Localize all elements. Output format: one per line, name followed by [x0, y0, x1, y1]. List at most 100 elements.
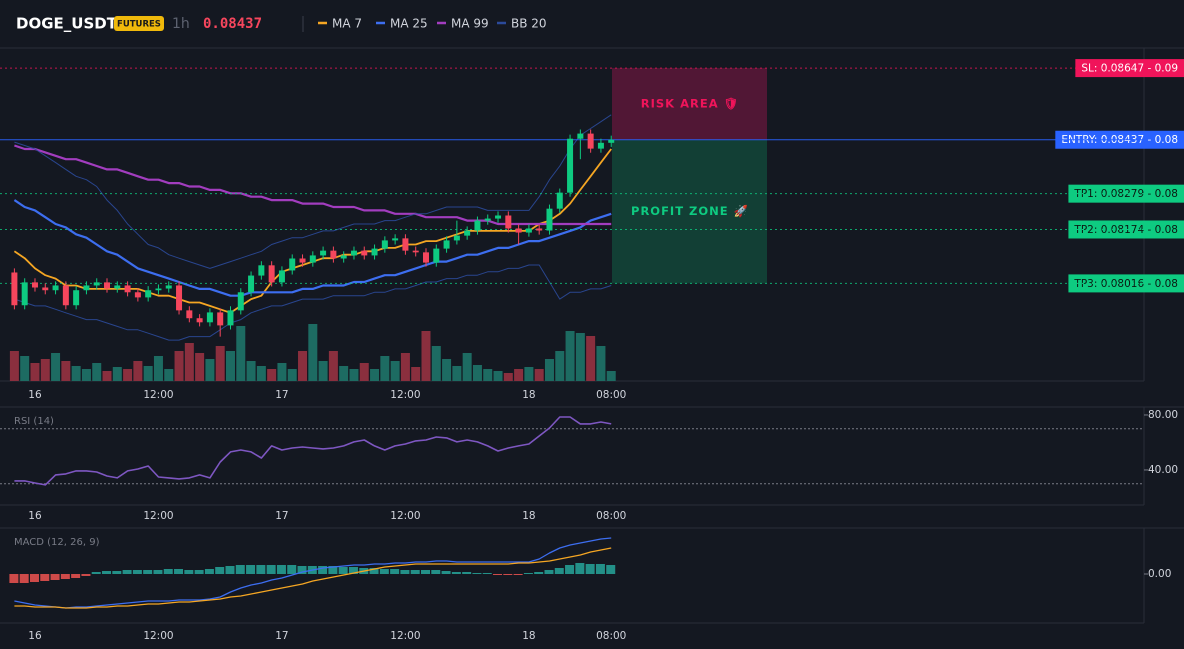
legend-label: MA 25 — [390, 17, 428, 31]
rsi-title: RSI (14) — [14, 416, 54, 427]
position-zone — [612, 139, 767, 284]
symbol: DOGE_USDT — [16, 15, 118, 33]
volume-bar — [452, 366, 462, 381]
candle-body — [412, 250, 419, 253]
candle-body — [268, 265, 275, 283]
volume-bar — [328, 351, 338, 381]
volume-bar — [298, 351, 308, 381]
candle-body — [433, 248, 440, 263]
volume-bar — [30, 363, 40, 381]
candle-body — [11, 272, 18, 306]
macd-histogram-bar — [81, 574, 91, 576]
macd-histogram-bar — [225, 566, 235, 574]
candle-body — [248, 275, 255, 293]
volume-bar — [92, 363, 102, 381]
candle-body — [423, 252, 429, 263]
macd-histogram-bar — [421, 570, 430, 574]
macd-title: MACD (12, 26, 9) — [14, 537, 100, 548]
macd-histogram-bar — [379, 569, 389, 574]
volume-bar — [308, 324, 318, 381]
x-tick-label: 12:00 — [390, 510, 420, 522]
x-tick-label: 18 — [522, 630, 535, 642]
candle-body — [587, 133, 594, 149]
price-level-label: SL: 0.08647 - 0.09 — [1081, 63, 1178, 75]
rsi-tick-label: 80.00 — [1148, 409, 1178, 421]
macd-histogram-bar — [287, 565, 297, 574]
candle-body — [206, 312, 213, 323]
macd-histogram-bar — [390, 569, 400, 574]
candle-body — [525, 228, 532, 233]
candle-body — [371, 248, 378, 256]
macd-histogram-bar — [482, 573, 492, 574]
candle-body — [155, 288, 162, 291]
volume-bar — [524, 367, 534, 381]
x-tick-label: 16 — [28, 510, 42, 522]
macd-line — [14, 537, 612, 609]
volume-bar — [442, 359, 452, 381]
volume-bar — [246, 361, 256, 381]
candle-body — [258, 265, 265, 276]
candle-body — [186, 310, 193, 319]
volume-bar — [133, 361, 143, 381]
interval: 1h — [172, 16, 190, 32]
badge-bg — [114, 16, 164, 31]
macd-histogram-bar — [19, 574, 29, 583]
candle-body — [474, 220, 481, 231]
candle-body — [31, 282, 38, 288]
macd-histogram-bar — [503, 574, 513, 575]
x-tick-label: 12:00 — [390, 630, 420, 642]
candle-body — [145, 290, 152, 298]
macd-histogram-bar — [328, 566, 338, 574]
candle-body — [340, 255, 347, 259]
candle-body — [134, 292, 141, 298]
volume-bar — [205, 359, 215, 381]
volume-bar — [400, 353, 410, 381]
price-level-tag — [1068, 220, 1184, 239]
volume-bar — [195, 353, 205, 381]
volume-bar — [40, 359, 50, 381]
macd-histogram-bar — [256, 565, 266, 574]
price-level-tag — [1075, 59, 1184, 78]
candle-body — [597, 142, 604, 149]
overlay-line-lower — [14, 264, 612, 341]
candle-body — [114, 285, 121, 289]
volume-bar — [544, 359, 554, 381]
volume-bar — [380, 356, 390, 381]
candle-body — [464, 230, 471, 236]
volume-bar — [534, 369, 544, 381]
macd-histogram-bar — [400, 570, 410, 574]
macd-histogram-bar — [369, 568, 379, 574]
macd-histogram-bar — [266, 565, 276, 574]
candle-body — [567, 138, 574, 193]
overlay-line — [14, 114, 612, 269]
macd-histogram-bar — [534, 572, 544, 574]
volume-bar — [215, 346, 225, 381]
candle-body — [536, 228, 543, 231]
volume-bar — [174, 351, 184, 381]
volume-bar — [462, 353, 472, 381]
volume-bar — [493, 371, 503, 381]
macd-histogram-bar — [318, 566, 328, 574]
volume-bar — [71, 366, 81, 381]
macd-histogram-bar — [523, 573, 533, 574]
macd-histogram-bar — [276, 565, 286, 574]
macd-histogram-bar — [595, 564, 605, 574]
candle-body — [309, 255, 316, 263]
volume-bar — [112, 367, 122, 381]
volume-bar — [123, 369, 133, 381]
candle-body — [278, 270, 285, 283]
candle-body — [556, 192, 563, 209]
price-level-label: TP2: 0.08174 - 0.08 — [1073, 224, 1178, 236]
volume-bar — [256, 366, 266, 381]
macd-histogram-bar — [194, 570, 204, 574]
volume-bar — [164, 369, 174, 381]
candle-body — [330, 250, 337, 259]
macd-histogram-bar — [9, 574, 19, 583]
rsi-line — [14, 416, 612, 486]
volume-bar — [81, 369, 91, 381]
macd-histogram-bar — [204, 569, 214, 574]
macd-histogram-bar — [122, 570, 132, 574]
macd-histogram-bar — [565, 565, 575, 574]
overlay-line — [14, 144, 612, 226]
